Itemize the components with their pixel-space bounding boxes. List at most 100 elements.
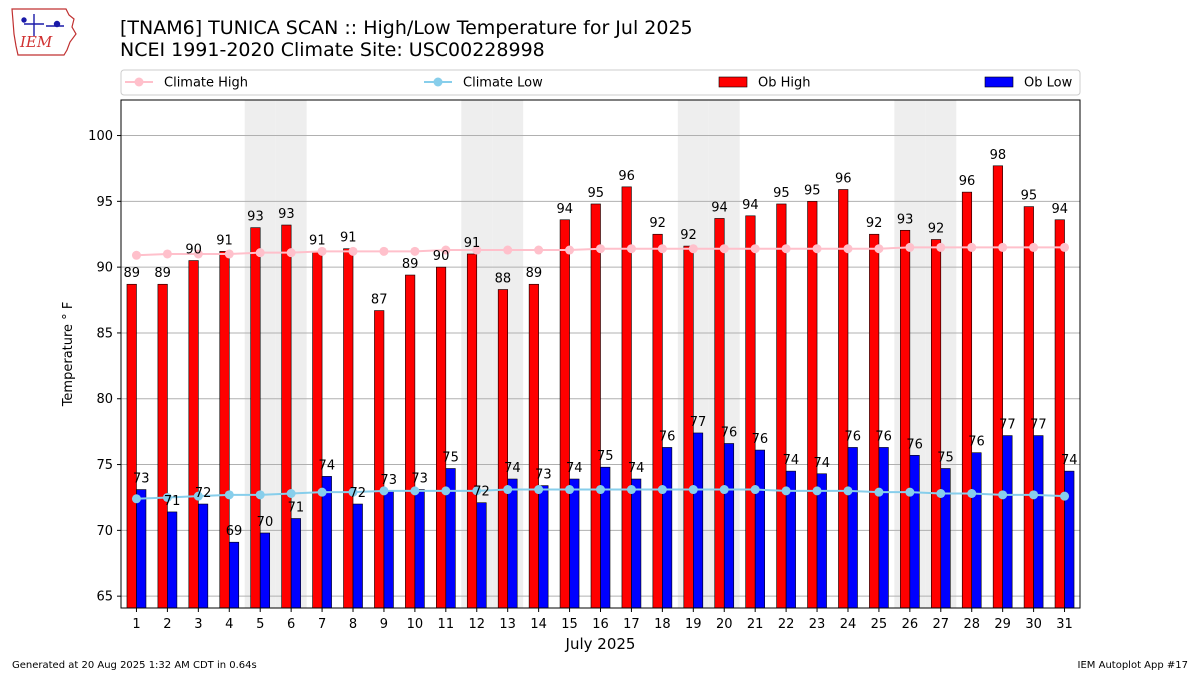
climate-high-point bbox=[843, 244, 853, 254]
climate-high-point bbox=[410, 246, 420, 256]
x-tick-label: 26 bbox=[902, 617, 919, 632]
x-tick-label: 15 bbox=[561, 617, 578, 632]
x-tick-label: 18 bbox=[654, 617, 671, 632]
climate-high-point bbox=[750, 244, 760, 254]
ob-low-bar bbox=[1002, 435, 1013, 609]
x-tick-label: 13 bbox=[499, 617, 516, 632]
ob-low-bar bbox=[383, 490, 394, 609]
x-tick-label: 12 bbox=[468, 617, 485, 632]
ob-high-bar bbox=[250, 227, 261, 609]
legend[interactable]: Climate High Climate Low Ob High Ob Low bbox=[120, 69, 1081, 96]
ob-high-bar bbox=[374, 310, 385, 609]
ob-high-label: 93 bbox=[897, 212, 914, 227]
ob-low-label: 76 bbox=[875, 429, 892, 444]
climate-high-point bbox=[967, 242, 977, 252]
title-line-1: [TNAM6] TUNICA SCAN :: High/Low Temperat… bbox=[120, 17, 693, 39]
x-tick-label: 8 bbox=[349, 617, 357, 632]
ob-high-bar bbox=[528, 283, 539, 609]
x-tick-label: 20 bbox=[716, 617, 733, 632]
ob-low-label: 74 bbox=[504, 461, 521, 476]
y-tick-label: 95 bbox=[96, 195, 113, 210]
climate-high-point bbox=[1029, 242, 1039, 252]
ob-low-bar bbox=[569, 478, 580, 609]
climate-high-point bbox=[596, 244, 605, 254]
ob-high-label: 87 bbox=[371, 293, 388, 308]
weather-station-icon bbox=[21, 14, 64, 36]
x-tick-label: 17 bbox=[623, 617, 640, 632]
ob-low-label: 74 bbox=[566, 461, 583, 476]
climate-lines bbox=[131, 242, 1070, 504]
x-tick-label: 23 bbox=[809, 617, 826, 632]
ob-low-label: 76 bbox=[752, 432, 769, 447]
climate-high-point bbox=[131, 250, 141, 260]
climate-low-point bbox=[503, 485, 513, 495]
climate-low-point bbox=[317, 487, 327, 497]
ob-high-bar bbox=[992, 165, 1003, 609]
climate-high-point bbox=[688, 244, 698, 254]
ob-high-bar bbox=[312, 251, 323, 609]
climate-low-point bbox=[193, 491, 203, 501]
ob-high-bar bbox=[343, 248, 354, 609]
ob-high-label: 93 bbox=[247, 210, 264, 225]
y-tick-label: 70 bbox=[96, 524, 113, 539]
ob-high-bar bbox=[807, 201, 818, 609]
legend-swatch-marker bbox=[134, 77, 144, 87]
iem-logo-text: IEM bbox=[19, 33, 53, 51]
ob-high-label: 91 bbox=[464, 236, 481, 251]
ob-low-label: 75 bbox=[597, 449, 614, 464]
ob-high-bar bbox=[497, 289, 508, 609]
ob-low-label: 77 bbox=[690, 415, 707, 430]
ob-low-bar bbox=[847, 447, 858, 609]
ob-high-bar bbox=[126, 283, 137, 609]
x-tick-label: 27 bbox=[933, 617, 950, 632]
climate-high-point bbox=[348, 246, 358, 256]
ob-high-bar bbox=[1054, 219, 1065, 609]
climate-high-point bbox=[472, 245, 482, 255]
climate-high-point bbox=[719, 244, 729, 254]
climate-low-point bbox=[131, 494, 141, 504]
ob-high-bar bbox=[219, 251, 230, 609]
x-tick-label: 9 bbox=[380, 617, 388, 632]
climate-high-point bbox=[657, 244, 667, 254]
ob-high-label: 98 bbox=[990, 148, 1007, 163]
ob-low-label: 71 bbox=[164, 494, 181, 509]
climate-low-point bbox=[410, 486, 420, 496]
ob-high-bar bbox=[745, 215, 756, 609]
ob-high-label: 90 bbox=[185, 243, 202, 258]
ob-low-bar bbox=[662, 447, 673, 609]
x-tick-label: 14 bbox=[530, 617, 547, 632]
ob-low-bar bbox=[723, 443, 735, 609]
ob-high-label: 95 bbox=[1021, 189, 1038, 204]
climate-low-point bbox=[162, 492, 172, 502]
ob-low-label: 69 bbox=[226, 524, 243, 539]
ob-high-label: 96 bbox=[835, 171, 852, 186]
climate-low-point bbox=[998, 490, 1008, 500]
climate-low-point bbox=[874, 487, 884, 497]
ob-high-label: 95 bbox=[804, 183, 821, 198]
ob-low-label: 77 bbox=[1030, 418, 1047, 433]
climate-high-point bbox=[1060, 242, 1070, 252]
y-tick-label: 85 bbox=[96, 326, 113, 341]
ob-high-label: 94 bbox=[1052, 202, 1069, 217]
x-tick-label: 25 bbox=[871, 617, 888, 632]
ob-high-label: 91 bbox=[216, 233, 233, 248]
ob-high-bar bbox=[900, 229, 911, 609]
ob-high-label: 94 bbox=[557, 202, 574, 217]
ob-low-label: 74 bbox=[1061, 453, 1078, 468]
title-line-2: NCEI 1991-2020 Climate Site: USC00228998 bbox=[120, 39, 545, 61]
climate-high-point bbox=[936, 242, 946, 252]
ob-high-label: 95 bbox=[587, 186, 604, 201]
ob-low-bar bbox=[971, 452, 982, 609]
ob-low-label: 73 bbox=[133, 472, 150, 487]
ob-high-bar bbox=[714, 218, 725, 609]
climate-high-point bbox=[224, 249, 234, 259]
ob-low-label: 75 bbox=[937, 450, 954, 465]
ob-high-bar bbox=[652, 233, 663, 609]
ob-high-label: 96 bbox=[618, 169, 635, 184]
ob-low-bar bbox=[476, 502, 487, 609]
x-tick-label: 10 bbox=[407, 617, 424, 632]
y-tick-label: 90 bbox=[96, 261, 113, 276]
climate-low-point bbox=[441, 486, 451, 496]
x-tick-label: 5 bbox=[256, 617, 264, 632]
